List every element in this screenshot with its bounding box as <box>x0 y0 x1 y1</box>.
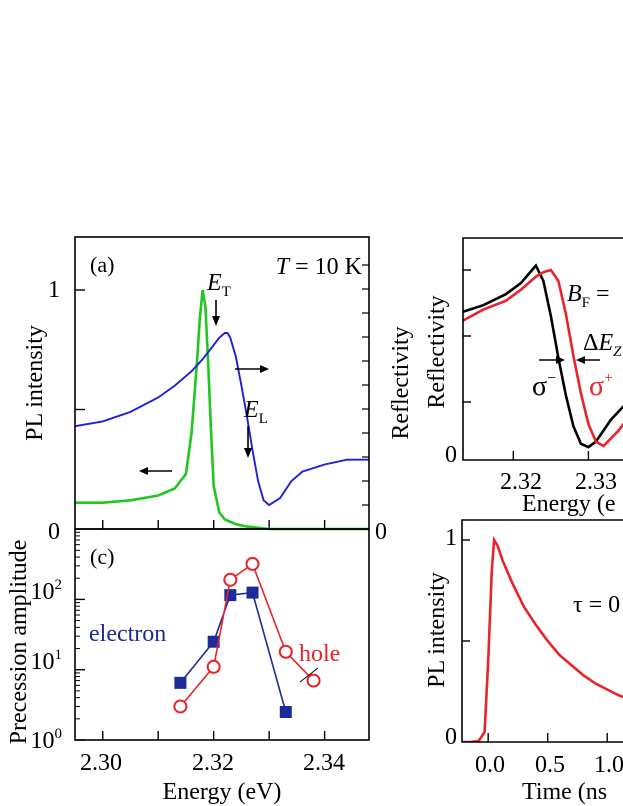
panel-d-frame <box>461 519 623 743</box>
hole-data-point <box>206 659 221 674</box>
panel-d-tick-marks <box>462 539 608 742</box>
electron-data-point <box>207 635 220 648</box>
pl-d-tick-1: 1 <box>445 525 457 551</box>
panel-b-tick-marks <box>463 269 590 460</box>
b-x-tick-2-33: 2.33 <box>575 469 617 495</box>
electron-data-point <box>279 706 292 719</box>
zeeman-splitting-label: ΔEZ <box>583 330 622 360</box>
sigma-minus-label: σ− <box>532 370 556 402</box>
x-tick-2-34: 2.34 <box>303 750 345 776</box>
hole-series-line <box>179 562 315 708</box>
reflectivity-b-tick-0: 0 <box>445 442 457 468</box>
y-tick-10-1: 101 <box>31 647 63 675</box>
pl-axis-pointer-head <box>139 467 148 475</box>
pl-axis-label: PL intensity <box>22 325 48 441</box>
hole-data-point <box>278 644 293 659</box>
b-x-tick-2-32: 2.32 <box>500 469 542 495</box>
e-l-marker-label: EL <box>243 397 268 427</box>
reflectivity-axis-label: Reflectivity <box>388 326 414 439</box>
splitting-arrow-right-head <box>576 356 585 364</box>
panel-b: Reflectivity 0 2.32 2.33 Energy (e BF = … <box>424 237 623 517</box>
legend-hole: hole <box>299 641 340 667</box>
panel-d: PL intensity 1 0 0.0 0.5 1.0 Time (ns τ … <box>424 519 623 805</box>
hole-data-point <box>173 699 188 714</box>
panel-c-label: (c) <box>90 544 114 569</box>
pl-d-axis-label: PL intensity <box>424 572 450 688</box>
hole-data-point <box>306 673 321 688</box>
e-l-arrowhead <box>244 448 252 458</box>
panel-c-tick-marks <box>75 531 326 741</box>
d-x-tick-1-0: 1.0 <box>594 752 623 778</box>
y-tick-10-2: 102 <box>31 577 63 605</box>
panel-a-tick-marks <box>75 264 369 529</box>
pl-axis-tick-1: 1 <box>48 277 60 303</box>
hole-data-point <box>223 572 238 587</box>
panel-a-frame <box>74 236 370 530</box>
splitting-arrow-left-head <box>556 356 565 364</box>
sigma-plus-line <box>463 268 623 448</box>
x-tick-2-32: 2.32 <box>192 750 234 776</box>
reflectivity-spectrum-line <box>74 332 369 507</box>
lifetime-annotation: τ = 0 <box>573 592 620 618</box>
precession-series <box>173 556 321 719</box>
hole-leader-line <box>299 667 319 683</box>
reflectivity-b-axis-label: Reflectivity <box>424 295 450 408</box>
pl-d-tick-0: 0 <box>445 724 457 750</box>
reflectivity-axis-pointer-head <box>260 365 269 373</box>
temperature-annotation: T = 10 K <box>276 254 363 280</box>
panel-c: (c) 102 101 100 2.30 2.32 2.34 Energy (e… <box>6 528 370 805</box>
y-tick-10-0: 100 <box>31 726 63 754</box>
panel-b-frame <box>462 237 623 461</box>
d-x-tick-0-0: 0.0 <box>475 752 505 778</box>
b-x-axis-label: Energy (e <box>522 491 616 517</box>
e-t-marker-label: ET <box>206 270 231 300</box>
x-axis-label: Energy (eV) <box>163 779 282 805</box>
time-resolved-pl-line <box>462 535 623 742</box>
hole-data-point <box>245 556 260 571</box>
pl-spectrum-line <box>75 289 369 531</box>
electron-data-point <box>174 676 187 689</box>
e-t-arrowhead <box>212 316 220 326</box>
pl-axis-tick-0: 0 <box>48 519 60 545</box>
x-tick-2-30: 2.30 <box>80 750 122 776</box>
legend-electron: electron <box>89 621 166 647</box>
sigma-minus-line <box>463 263 623 449</box>
sigma-plus-label: σ+ <box>589 370 613 402</box>
d-x-tick-0-5: 0.5 <box>535 752 565 778</box>
panel-a: (a) T = 10 K 1 0 0 PL intensity Reflecti… <box>22 236 414 545</box>
panel-c-frame <box>74 528 370 741</box>
electron-data-point <box>246 586 259 599</box>
d-x-axis-label: Time (ns <box>522 779 607 805</box>
reflectivity-axis-tick-0: 0 <box>375 519 387 545</box>
panel-a-label: (a) <box>90 252 114 277</box>
magnetic-field-annotation: BF = <box>567 281 610 311</box>
y-axis-label: Precession amplitude <box>6 540 32 745</box>
